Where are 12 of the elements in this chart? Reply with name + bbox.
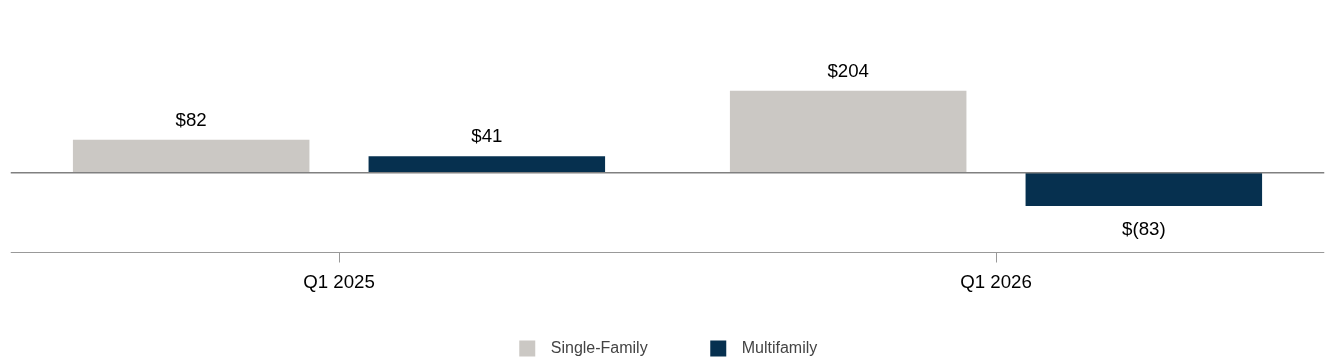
bar xyxy=(368,156,606,173)
legend-label: Multifamily xyxy=(741,339,818,357)
bar xyxy=(1025,172,1263,207)
x-tick-label: Q1 2025 xyxy=(303,270,375,292)
bar xyxy=(729,90,967,173)
bar xyxy=(72,139,310,173)
legend-label: Single-Family xyxy=(550,339,648,357)
data-label: $204 xyxy=(827,59,869,81)
data-label: $(83) xyxy=(1122,218,1166,240)
data-label: $41 xyxy=(471,125,503,147)
x-tick-label: Q1 2026 xyxy=(960,270,1032,292)
data-label: $82 xyxy=(175,108,207,130)
